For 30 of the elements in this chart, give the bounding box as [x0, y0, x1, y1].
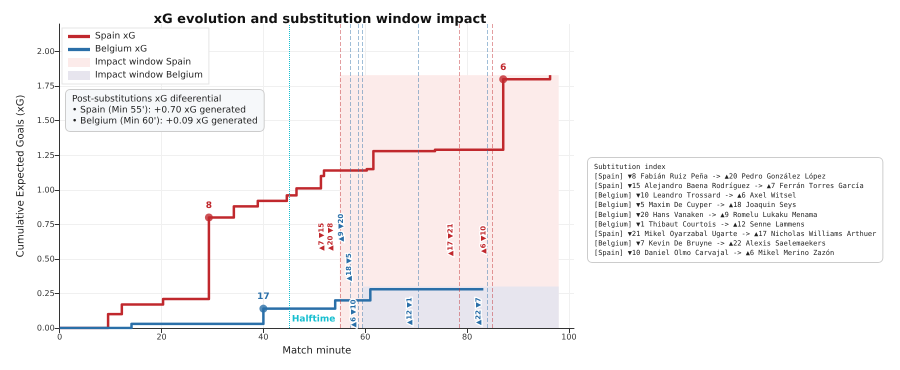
legend-label: Belgium xG	[95, 44, 148, 54]
point	[259, 304, 268, 313]
x-tick-label: 20	[156, 332, 167, 342]
x-tick-label: 80	[462, 332, 472, 342]
y-tick-label: 1.75	[36, 82, 55, 91]
y-tick-label: 1.50	[36, 116, 55, 126]
y-tick-label: 1.00	[36, 185, 55, 194]
y-axis-title: Cumulative Expected Goals (xG)	[16, 94, 26, 258]
y-tick-label: 2.00	[36, 47, 55, 56]
y-tick-label: 1.25	[36, 150, 55, 160]
legend-label: Spain xG	[95, 32, 136, 42]
legend-label: Impact window Spain	[95, 58, 192, 68]
chart-title: xG evolution and substitution window impact	[154, 12, 486, 27]
annotation: 6	[500, 62, 506, 73]
y-tick-label: 0.00	[36, 324, 55, 332]
x-tick-label: 40	[258, 332, 268, 342]
y-tick-label: 0.25	[36, 288, 55, 298]
x-tick-label: 100	[561, 332, 577, 342]
annotation: Post-substitutions xG difeerential • Spain (Min 55'): +0.70 xG generated • Belgium (Min 60'): +0.09 xG generated	[72, 94, 258, 126]
annotation: 8	[206, 200, 212, 211]
annotation: 17	[257, 292, 270, 302]
x-tick-label: 60	[360, 332, 370, 342]
y-tick-label: 0.75	[36, 220, 55, 229]
point	[204, 213, 213, 222]
legend-label: Impact window Belgium	[95, 70, 203, 80]
x-axis-title: Match minute	[282, 346, 352, 356]
y-tick-label: 0.50	[36, 254, 55, 264]
point	[499, 75, 508, 84]
ref-line-label: Halftime	[292, 314, 336, 324]
x-tick-label: 0	[57, 332, 62, 342]
